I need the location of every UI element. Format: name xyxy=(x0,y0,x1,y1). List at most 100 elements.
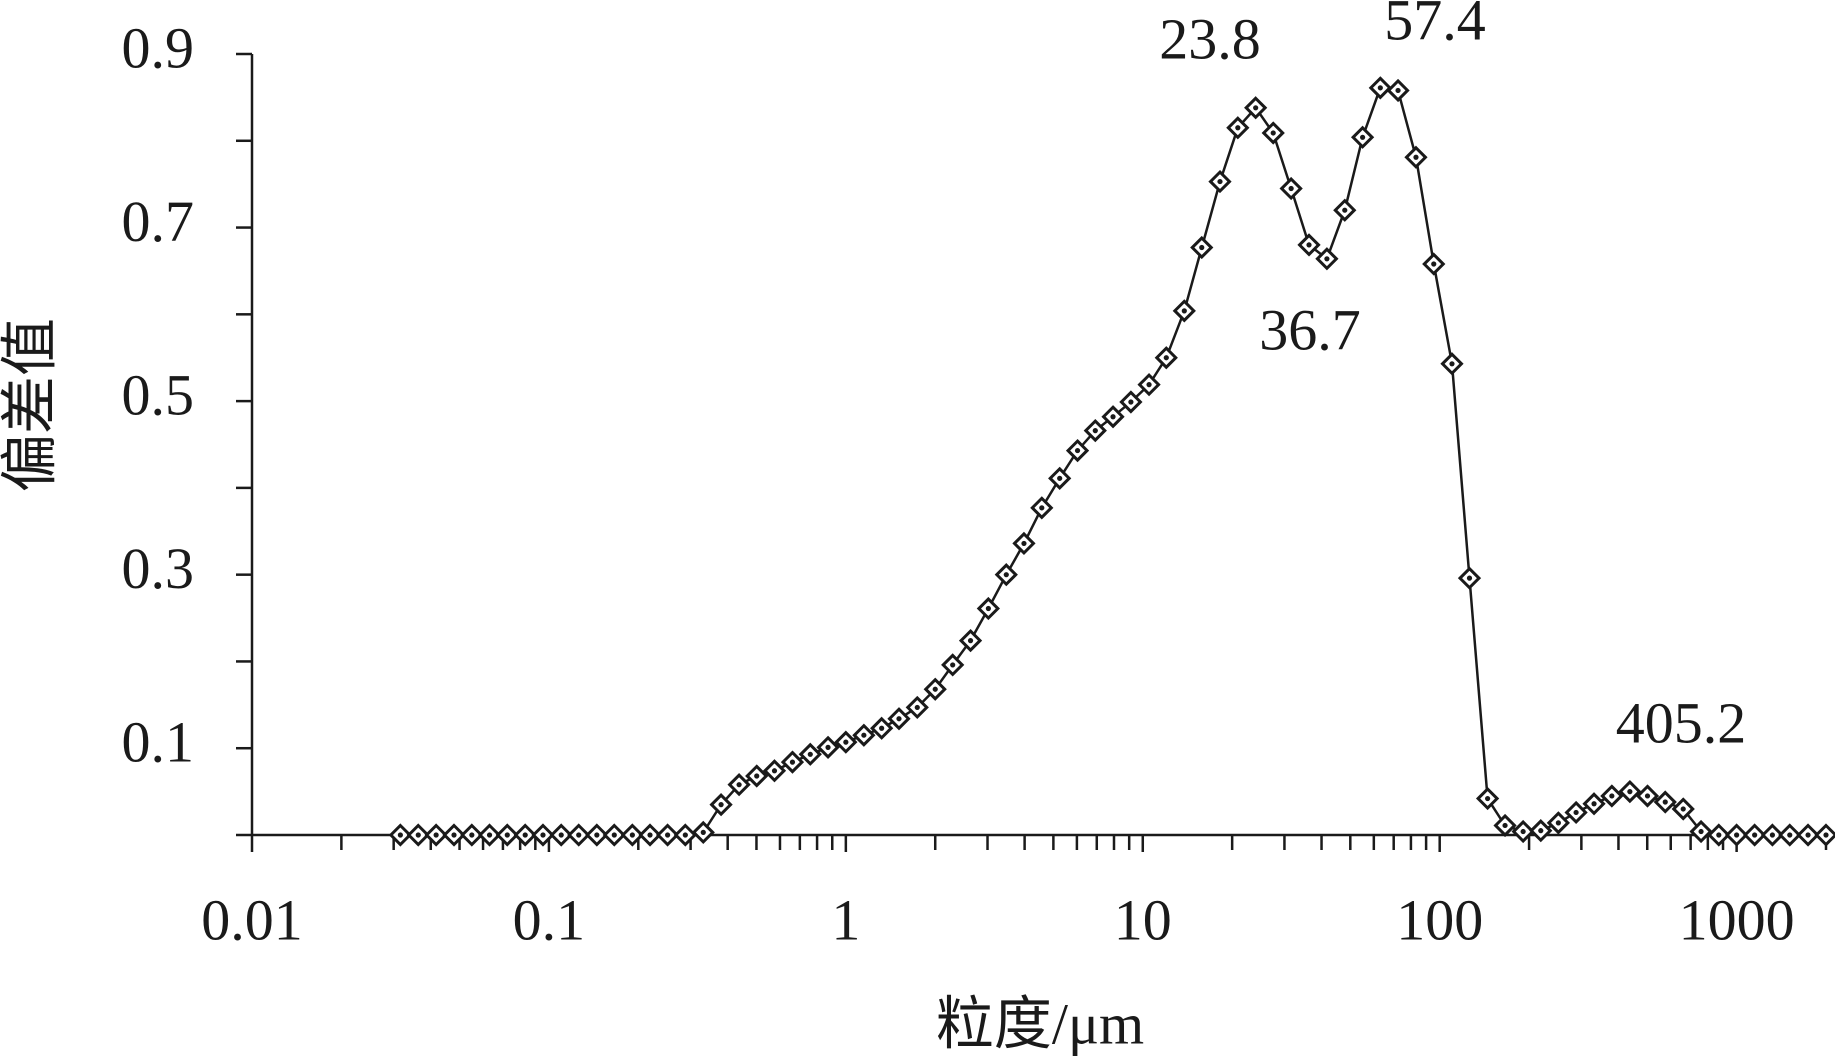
marker xyxy=(442,823,466,847)
x-tick-label: 100 xyxy=(1396,887,1483,952)
marker xyxy=(585,823,609,847)
annotation: 405.2 xyxy=(1616,690,1747,755)
marker xyxy=(549,823,573,847)
marker xyxy=(852,723,876,747)
marker xyxy=(870,716,894,740)
marker xyxy=(1012,531,1036,556)
marker xyxy=(745,764,769,788)
marker xyxy=(905,695,929,720)
annotation: 57.4 xyxy=(1384,0,1486,52)
y-tick-label: 0.7 xyxy=(122,189,195,254)
marker xyxy=(1760,823,1785,847)
marker xyxy=(834,730,858,754)
marker xyxy=(1244,96,1268,120)
marker xyxy=(709,793,733,817)
marker xyxy=(567,823,591,847)
marker xyxy=(477,823,502,847)
marker xyxy=(958,628,983,653)
marker xyxy=(1279,176,1303,201)
y-tick-label: 0.5 xyxy=(122,362,195,427)
marker xyxy=(941,653,965,677)
marker xyxy=(1172,299,1196,323)
marker xyxy=(1386,78,1410,103)
marker xyxy=(513,823,537,847)
y-tick-label: 0.9 xyxy=(122,15,195,80)
marker xyxy=(388,823,412,847)
marker xyxy=(1511,819,1535,844)
y-tick-label: 0.1 xyxy=(122,710,195,775)
marker xyxy=(994,563,1018,587)
marker xyxy=(1564,800,1588,825)
marker xyxy=(1475,786,1500,811)
marker xyxy=(460,823,484,847)
marker xyxy=(1689,819,1713,844)
marker xyxy=(887,707,911,731)
y-tick-label: 0.3 xyxy=(122,536,195,601)
data-line xyxy=(400,86,1826,837)
marker xyxy=(1635,784,1660,808)
marker xyxy=(1404,145,1428,169)
marker xyxy=(655,823,680,847)
marker xyxy=(727,773,751,797)
marker xyxy=(1814,823,1835,847)
marker xyxy=(1493,813,1517,838)
marker xyxy=(1368,76,1392,100)
marker xyxy=(1422,252,1446,276)
marker xyxy=(1226,116,1250,140)
marker xyxy=(1065,438,1090,463)
y-axis-label: 偏差值 xyxy=(0,318,62,492)
marker xyxy=(1208,169,1232,194)
marker xyxy=(780,750,805,774)
marker xyxy=(1600,784,1624,808)
marker xyxy=(1297,233,1321,257)
marker xyxy=(673,823,697,847)
marker xyxy=(602,823,626,847)
annotation: 23.8 xyxy=(1159,6,1261,71)
marker xyxy=(1724,823,1749,847)
marker xyxy=(1440,352,1464,376)
marker xyxy=(1119,390,1143,414)
marker xyxy=(1778,823,1802,847)
x-tick-label: 1000 xyxy=(1679,887,1795,952)
marker xyxy=(1261,121,1285,145)
x-tick-label: 0.01 xyxy=(201,887,303,952)
marker xyxy=(1083,418,1107,443)
marker xyxy=(1707,823,1731,847)
marker xyxy=(1618,779,1642,804)
marker xyxy=(923,677,947,701)
x-tick-label: 10 xyxy=(1114,887,1172,952)
marker xyxy=(1653,790,1677,814)
marker xyxy=(1546,811,1570,835)
marker xyxy=(1743,823,1767,847)
marker xyxy=(1030,496,1054,520)
marker xyxy=(691,820,715,845)
marker xyxy=(1333,198,1357,222)
marker xyxy=(1190,235,1214,260)
marker xyxy=(495,823,519,847)
x-axis-label: 粒度/μm xyxy=(936,991,1144,1056)
marker xyxy=(1582,792,1606,816)
marker xyxy=(1529,819,1553,843)
marker xyxy=(1457,566,1482,590)
marker xyxy=(1101,405,1125,429)
marker xyxy=(424,823,448,847)
marker xyxy=(1154,346,1178,370)
x-tick-label: 1 xyxy=(831,887,860,952)
marker xyxy=(816,735,840,759)
marker xyxy=(1350,125,1375,149)
marker xyxy=(406,823,430,847)
marker xyxy=(1315,247,1339,271)
marker xyxy=(1671,797,1695,821)
marker xyxy=(1796,823,1820,847)
marker xyxy=(1137,373,1161,397)
marker xyxy=(1048,466,1072,490)
marker xyxy=(531,823,555,847)
marker xyxy=(620,823,644,847)
marker xyxy=(976,596,1000,621)
annotation: 36.7 xyxy=(1259,297,1361,362)
marker xyxy=(762,759,787,783)
marker xyxy=(638,823,662,847)
marker xyxy=(798,742,822,766)
x-tick-label: 0.1 xyxy=(513,887,586,952)
